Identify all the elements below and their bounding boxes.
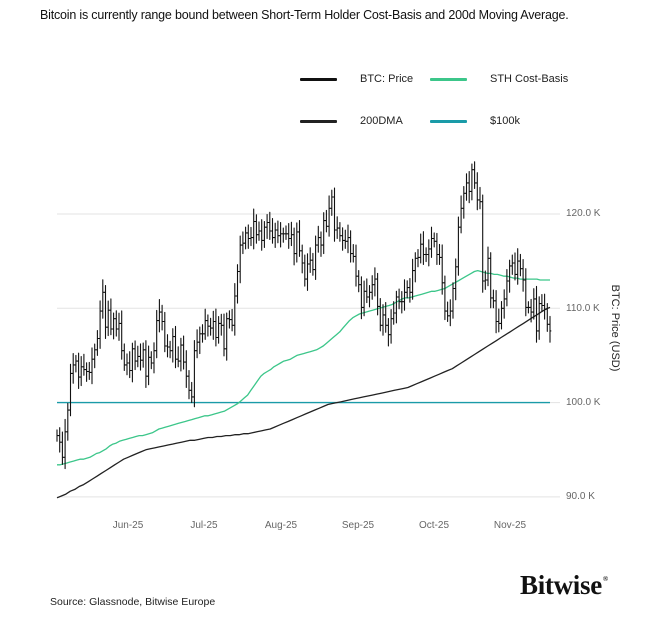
y-tick-120k: 120.0 K — [566, 208, 601, 219]
legend-label-200dma: 200DMA — [360, 115, 403, 127]
legend-swatch-btc-price — [300, 77, 337, 81]
registered-mark: ® — [602, 575, 608, 583]
x-tick-nov: Nov-25 — [493, 520, 527, 531]
chart-title: Bitcoin is currently range bound between… — [40, 8, 569, 22]
x-tick-jul: Jul-25 — [190, 520, 218, 531]
legend-swatch-100k — [430, 119, 467, 123]
bitwise-logo: Bitwise® — [520, 570, 608, 601]
source-note: Source: Glassnode, Bitwise Europe — [50, 596, 216, 608]
legend-label-btc-price: BTC: Price — [360, 73, 414, 85]
line-sth-cost-basis — [57, 269, 550, 466]
y-tick-110k: 110.0 K — [566, 303, 600, 314]
legend-swatch-200dma — [300, 119, 337, 123]
legend-swatch-sth-cost-basis — [430, 77, 467, 81]
y-tick-90k: 90.0 K — [566, 491, 595, 502]
y-tick-100k: 100.0 K — [566, 397, 601, 408]
line-200dma — [56, 306, 551, 499]
line-btc-price — [56, 161, 552, 470]
y-axis-title: BTC: Price (USD) — [609, 284, 621, 372]
chart-series — [56, 161, 552, 499]
brand-name: Bitwise — [520, 570, 602, 600]
x-tick-sep: Sep-25 — [341, 520, 375, 531]
x-tick-aug: Aug-25 — [264, 520, 298, 531]
x-tick-jun: Jun-25 — [112, 520, 144, 531]
legend-item-100k: $100k — [430, 115, 520, 127]
legend-item-200dma: 200DMA — [300, 115, 403, 127]
legend-item-sth-cost-basis: STH Cost-Basis — [430, 73, 568, 85]
legend-label-sth-cost-basis: STH Cost-Basis — [490, 73, 569, 85]
legend-item-btc-price: BTC: Price — [300, 73, 413, 85]
chart-legend: BTC: Price STH Cost-Basis 200DMA $100k — [300, 65, 580, 135]
legend-label-100k: $100k — [490, 115, 520, 127]
x-tick-oct: Oct-25 — [418, 520, 450, 531]
